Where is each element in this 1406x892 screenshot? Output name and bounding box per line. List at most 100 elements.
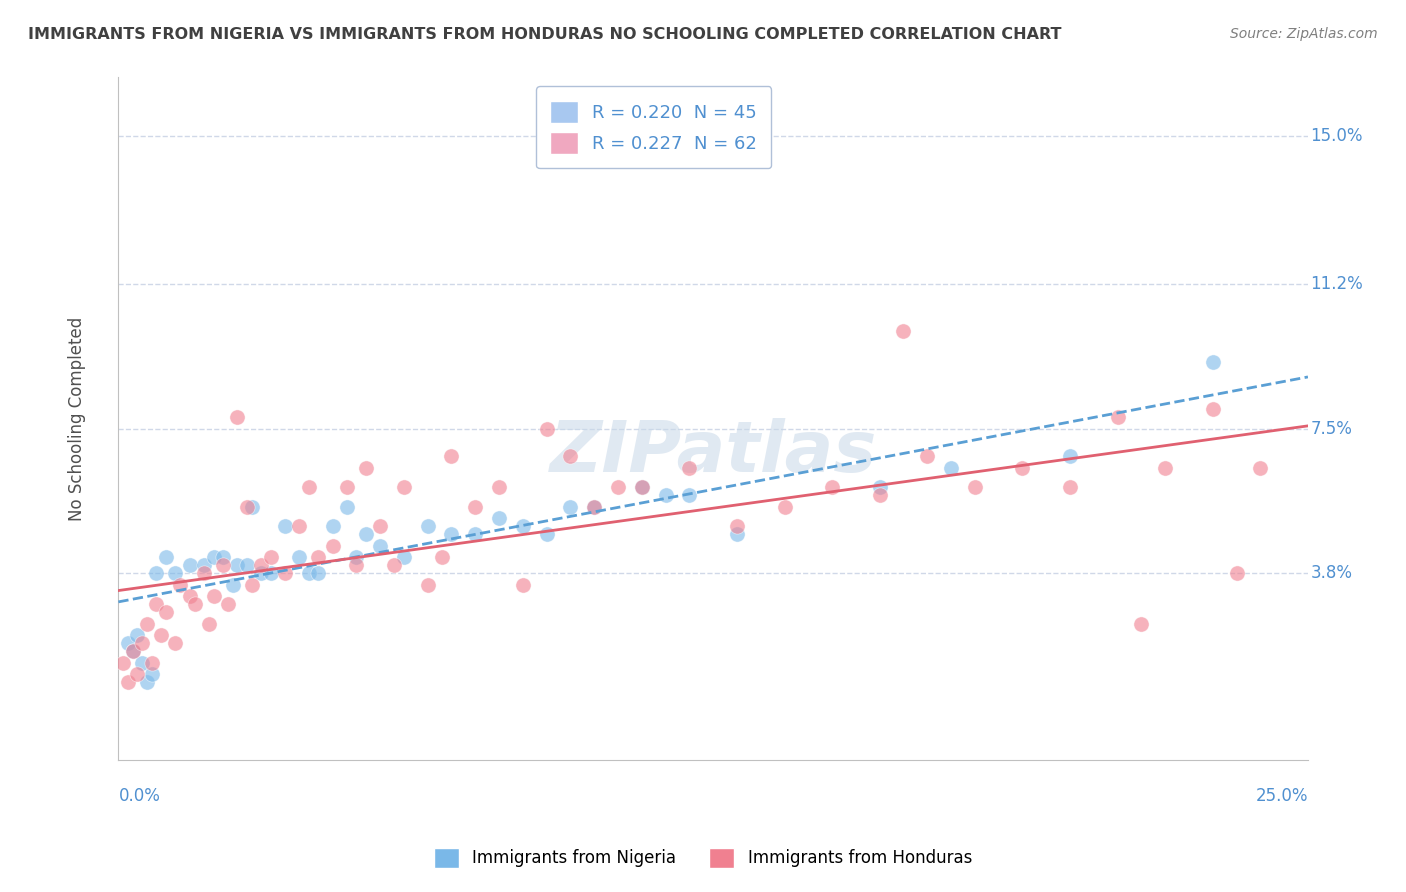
Point <box>536 421 558 435</box>
Point <box>321 519 343 533</box>
Point <box>307 566 329 580</box>
Point <box>464 500 486 514</box>
Point <box>1059 480 1081 494</box>
Point <box>678 460 700 475</box>
Point <box>416 577 439 591</box>
Point <box>250 566 273 580</box>
Point <box>869 480 891 494</box>
Point <box>183 597 205 611</box>
Point <box>725 527 748 541</box>
Point <box>1202 355 1225 369</box>
Point <box>274 566 297 580</box>
Point <box>121 644 143 658</box>
Point <box>136 616 159 631</box>
Point <box>165 566 187 580</box>
Point <box>1249 460 1271 475</box>
Point <box>440 449 463 463</box>
Point <box>226 558 249 573</box>
Point <box>250 558 273 573</box>
Point <box>141 656 163 670</box>
Point <box>1225 566 1247 580</box>
Point <box>288 519 311 533</box>
Point <box>288 550 311 565</box>
Point <box>150 628 173 642</box>
Point <box>607 480 630 494</box>
Point <box>145 566 167 580</box>
Point <box>321 539 343 553</box>
Point <box>155 550 177 565</box>
Point <box>392 550 415 565</box>
Point <box>344 558 367 573</box>
Point <box>236 500 259 514</box>
Text: 7.5%: 7.5% <box>1310 419 1353 438</box>
Point <box>212 550 235 565</box>
Point <box>179 590 201 604</box>
Text: No Schooling Completed: No Schooling Completed <box>67 317 86 521</box>
Text: ZIPatlas: ZIPatlas <box>550 418 877 487</box>
Point <box>193 558 215 573</box>
Text: 15.0%: 15.0% <box>1310 127 1362 145</box>
Point <box>1130 616 1153 631</box>
Point <box>131 636 153 650</box>
Point <box>217 597 239 611</box>
Point <box>141 667 163 681</box>
Point <box>117 675 139 690</box>
Point <box>179 558 201 573</box>
Point <box>416 519 439 533</box>
Point <box>1011 460 1033 475</box>
Point <box>197 616 219 631</box>
Legend: Immigrants from Nigeria, Immigrants from Honduras: Immigrants from Nigeria, Immigrants from… <box>427 841 979 875</box>
Point <box>236 558 259 573</box>
Point <box>202 590 225 604</box>
Point <box>560 449 582 463</box>
Text: Source: ZipAtlas.com: Source: ZipAtlas.com <box>1230 27 1378 41</box>
Point <box>336 500 359 514</box>
Point <box>298 566 321 580</box>
Point <box>368 519 391 533</box>
Point <box>240 500 263 514</box>
Point <box>136 675 159 690</box>
Point <box>127 667 149 681</box>
Point <box>464 527 486 541</box>
Point <box>212 558 235 573</box>
Point <box>654 488 676 502</box>
Point <box>368 539 391 553</box>
Point <box>382 558 405 573</box>
Point <box>226 409 249 424</box>
Point <box>127 628 149 642</box>
Point <box>560 500 582 514</box>
Point <box>725 519 748 533</box>
Point <box>939 460 962 475</box>
Point <box>145 597 167 611</box>
Point <box>117 636 139 650</box>
Text: 0.0%: 0.0% <box>118 788 160 805</box>
Point <box>240 577 263 591</box>
Point <box>917 449 939 463</box>
Point <box>583 500 606 514</box>
Point <box>1154 460 1177 475</box>
Point <box>202 550 225 565</box>
Point <box>630 480 652 494</box>
Point <box>1107 409 1129 424</box>
Point <box>131 656 153 670</box>
Point <box>112 656 135 670</box>
Legend: R = 0.220  N = 45, R = 0.227  N = 62: R = 0.220 N = 45, R = 0.227 N = 62 <box>536 87 772 169</box>
Point <box>821 480 844 494</box>
Point <box>307 550 329 565</box>
Point <box>259 566 281 580</box>
Point <box>169 577 191 591</box>
Point <box>430 550 453 565</box>
Point <box>121 644 143 658</box>
Point <box>354 527 377 541</box>
Text: 11.2%: 11.2% <box>1310 276 1362 293</box>
Point <box>1202 402 1225 417</box>
Point <box>221 577 243 591</box>
Point <box>773 500 796 514</box>
Point <box>274 519 297 533</box>
Point <box>392 480 415 494</box>
Point <box>536 527 558 541</box>
Point <box>440 527 463 541</box>
Point <box>963 480 986 494</box>
Point <box>155 605 177 619</box>
Text: 25.0%: 25.0% <box>1256 788 1308 805</box>
